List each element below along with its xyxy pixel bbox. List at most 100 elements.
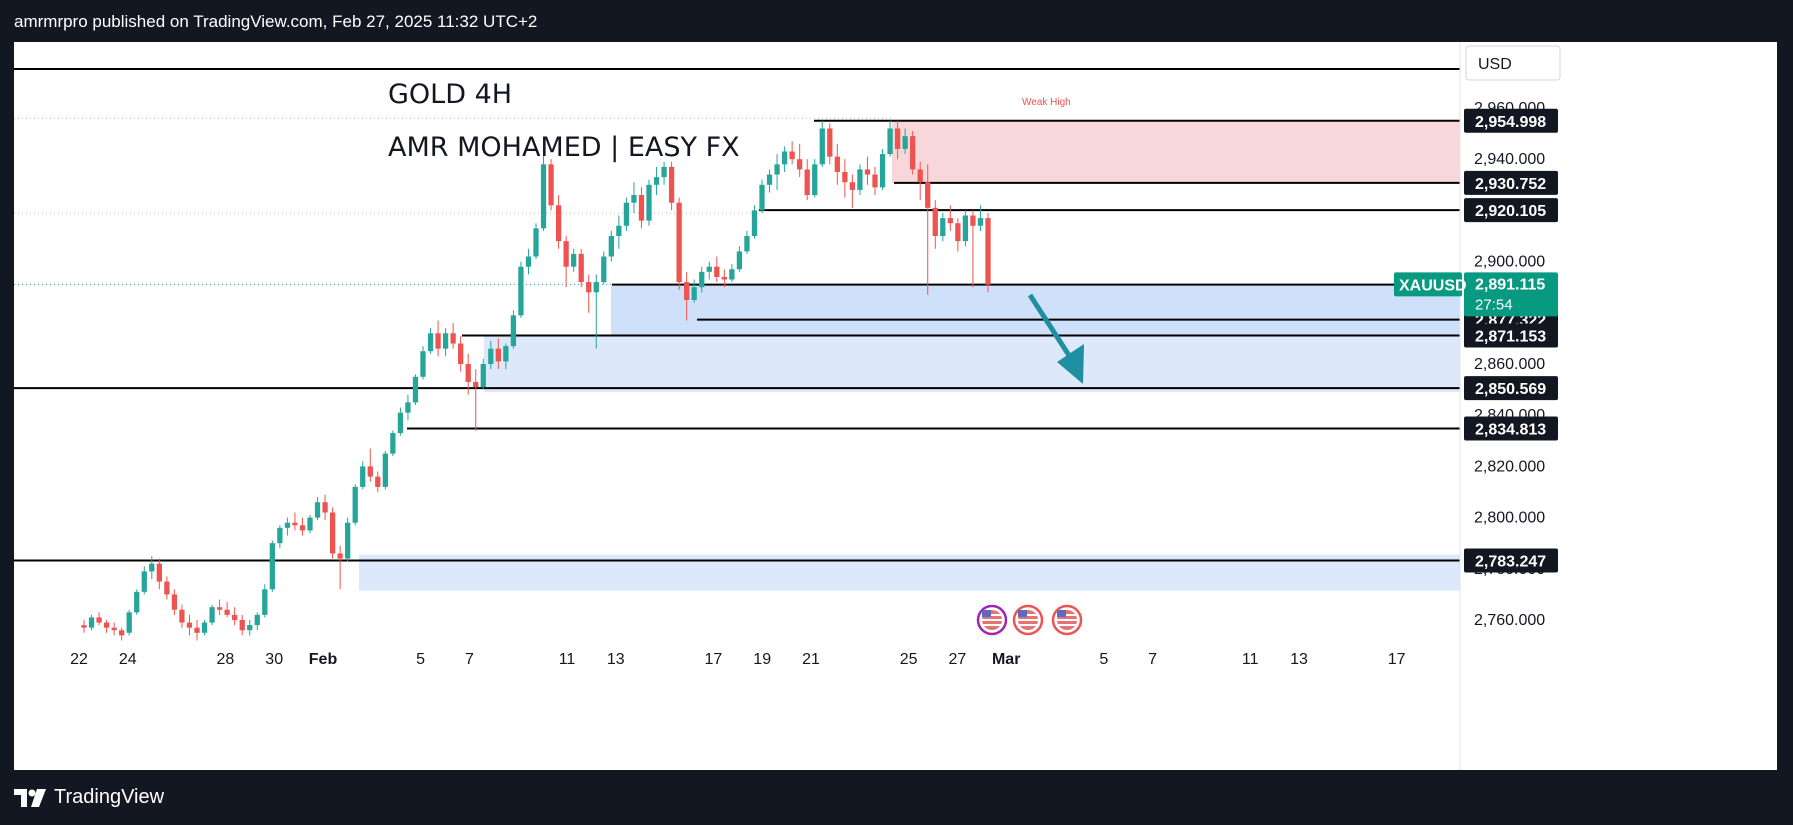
x-tick-label: 7 xyxy=(1148,651,1157,668)
x-tick-label: 7 xyxy=(465,651,474,668)
candle-body xyxy=(119,630,125,636)
x-tick-label: 21 xyxy=(802,651,820,668)
x-tick-label: 17 xyxy=(1388,651,1406,668)
x-tick-label: 24 xyxy=(119,651,137,668)
candle-body xyxy=(254,614,260,626)
event-icons-layer xyxy=(976,604,1083,636)
levels-layer xyxy=(14,68,1460,562)
chart-svg[interactable]: GOLD 4H AMR MOHAMED | EASY FX Weak High US… xyxy=(14,42,1777,770)
candle-body xyxy=(488,348,494,364)
candle-body xyxy=(164,581,170,595)
candle-body xyxy=(789,151,795,160)
candle-body xyxy=(262,589,268,615)
projection-arrow-shaft xyxy=(1027,293,1075,362)
candle-body xyxy=(171,594,178,610)
candle-body xyxy=(156,563,162,582)
candle-body xyxy=(314,502,321,518)
candle-body xyxy=(910,136,916,170)
candle-body xyxy=(450,333,456,344)
candle-body xyxy=(797,159,803,170)
candle-body xyxy=(827,128,833,157)
candle-body xyxy=(751,210,758,236)
candle-body xyxy=(352,486,358,523)
candle-body xyxy=(653,177,660,185)
x-tick-label: 27 xyxy=(949,651,967,668)
candle-body xyxy=(307,517,313,531)
candle-body xyxy=(473,381,479,388)
candle-body xyxy=(857,169,863,190)
y-tick-label: 2,760.000 xyxy=(1474,612,1545,629)
candle-body xyxy=(721,276,727,280)
candle-body xyxy=(382,453,388,487)
symbol-box xyxy=(1394,272,1462,297)
candles-layer xyxy=(81,120,991,641)
candle-body xyxy=(977,218,984,226)
candle-body xyxy=(518,266,524,316)
candle-body xyxy=(947,218,953,224)
candle-body xyxy=(239,620,245,631)
zones-layer xyxy=(359,120,1460,591)
candle-body xyxy=(149,563,155,572)
price-labels-layer: 2,954.9982,930.7522,920.1052,877.3222,87… xyxy=(1394,108,1558,573)
candle-body xyxy=(864,169,871,175)
last-price-box xyxy=(1464,272,1558,317)
candle-body xyxy=(593,282,599,293)
candle-body xyxy=(736,251,743,270)
price-label-box xyxy=(1464,198,1558,223)
price-label-box xyxy=(1464,170,1558,195)
x-tick-label: Mar xyxy=(992,651,1020,668)
price-label-box xyxy=(1464,416,1558,441)
tradingview-logo-icon xyxy=(14,788,46,807)
candle-body xyxy=(134,591,140,613)
candle-body xyxy=(390,433,396,454)
candle-body xyxy=(435,333,441,349)
candle-body xyxy=(548,164,554,206)
candle-body xyxy=(179,609,185,623)
candle-body xyxy=(759,184,765,211)
candle-body xyxy=(232,614,238,620)
price-label-text: 2,954.998 xyxy=(1475,114,1546,131)
x-tick-label: 19 xyxy=(753,651,771,668)
price-axis: USD2,960.0002,940.0002,920.0002,900.0002… xyxy=(1459,42,1777,770)
tradingview-logo[interactable]: TradingView xyxy=(14,786,164,809)
candle-body xyxy=(729,269,735,280)
candle-body xyxy=(247,625,253,631)
candle-body xyxy=(668,166,675,203)
candle-body xyxy=(405,402,411,413)
price-label-text: 2,920.105 xyxy=(1475,203,1546,220)
price-label-box xyxy=(1464,323,1558,348)
candle-body xyxy=(849,182,856,190)
x-tick-label: 5 xyxy=(1099,651,1108,668)
candle-body xyxy=(834,156,840,172)
price-label-text: 2,930.752 xyxy=(1475,176,1546,193)
candle-body xyxy=(292,522,298,526)
candle-body xyxy=(638,195,645,221)
candle-body xyxy=(601,256,607,283)
candle-body xyxy=(804,169,810,196)
tradingview-brand-text: TradingView xyxy=(54,786,165,808)
chart-area[interactable]: GOLD 4H AMR MOHAMED | EASY FX Weak High US… xyxy=(14,42,1777,770)
candle-body xyxy=(322,502,328,513)
candle-body xyxy=(503,346,509,362)
currency-label: USD xyxy=(1478,56,1512,73)
weak-high-annotation: Weak High xyxy=(1022,97,1071,108)
us-event-icon[interactable] xyxy=(976,604,1008,636)
candle-body xyxy=(812,164,818,196)
candle-body xyxy=(329,512,336,554)
x-tick-label: Feb xyxy=(309,651,338,668)
candle-body xyxy=(510,315,517,347)
us-event-icon[interactable] xyxy=(1051,604,1083,636)
chart-title: GOLD 4H xyxy=(388,79,512,110)
candle-body xyxy=(495,348,501,362)
candle-body xyxy=(427,333,434,352)
price-label-box xyxy=(1464,108,1558,133)
us-event-icon[interactable] xyxy=(1012,604,1044,636)
price-label-text: 2,834.813 xyxy=(1475,421,1546,438)
candle-body xyxy=(209,607,215,623)
candle-body xyxy=(337,553,343,559)
candle-body xyxy=(375,476,381,487)
candle-body xyxy=(902,136,908,149)
candle-body xyxy=(744,236,750,252)
x-tick-label: 13 xyxy=(1290,651,1308,668)
candle-body xyxy=(571,253,577,267)
